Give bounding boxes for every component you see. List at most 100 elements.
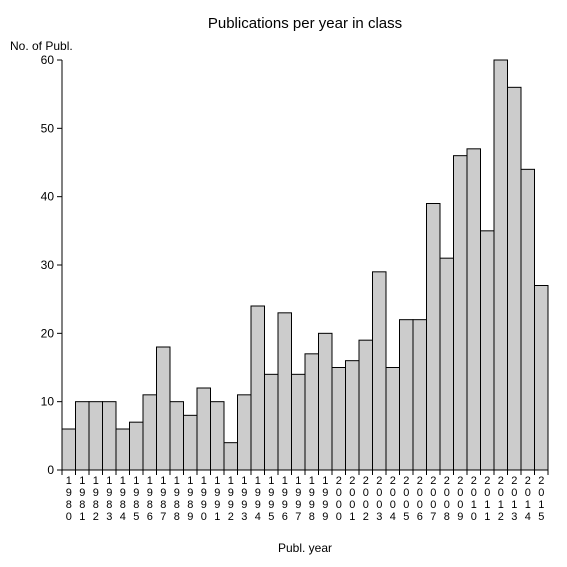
- bar: [481, 231, 495, 470]
- x-tick-label-char: 3: [511, 511, 517, 523]
- x-tick-label-char: 9: [309, 499, 315, 511]
- x-tick-label-char: 9: [187, 511, 193, 523]
- bar: [508, 87, 522, 470]
- x-tick-label-char: 8: [174, 499, 180, 511]
- x-tick-label-char: 2: [525, 475, 531, 487]
- x-tick-label-char: 1: [538, 499, 544, 511]
- y-tick-label: 20: [41, 326, 55, 340]
- bar: [76, 402, 90, 470]
- bar: [386, 368, 400, 471]
- x-tick-label-char: 6: [147, 511, 153, 523]
- bar: [170, 402, 184, 470]
- x-tick-label-char: 5: [268, 511, 274, 523]
- x-tick-label-char: 7: [160, 511, 166, 523]
- x-tick-label-char: 1: [133, 475, 139, 487]
- bar: [251, 306, 265, 470]
- bar: [373, 272, 387, 470]
- x-tick-label-char: 1: [322, 475, 328, 487]
- x-tick-label-char: 6: [417, 511, 423, 523]
- x-tick-label-char: 9: [322, 487, 328, 499]
- y-tick-label: 50: [41, 121, 55, 135]
- x-tick-label-char: 1: [255, 475, 261, 487]
- x-tick-label-char: 9: [201, 499, 207, 511]
- x-tick-label-char: 5: [133, 511, 139, 523]
- x-tick-label-char: 0: [430, 487, 436, 499]
- x-tick-label-char: 9: [214, 499, 220, 511]
- x-tick-label-char: 9: [268, 499, 274, 511]
- x-tick-label-char: 4: [390, 511, 396, 523]
- x-tick-label-char: 9: [147, 487, 153, 499]
- x-tick-label-char: 9: [174, 487, 180, 499]
- bar: [130, 422, 144, 470]
- x-tick-label-char: 9: [79, 487, 85, 499]
- x-tick-label-char: 0: [444, 499, 450, 511]
- x-tick-label-char: 1: [268, 475, 274, 487]
- x-tick-label-char: 1: [349, 511, 355, 523]
- bar: [89, 402, 103, 470]
- chart-title: Publications per year in class: [208, 15, 402, 32]
- x-tick-label-char: 0: [430, 499, 436, 511]
- x-tick-label-char: 2: [417, 475, 423, 487]
- x-tick-label-char: 7: [295, 511, 301, 523]
- x-tick-label-char: 9: [66, 487, 72, 499]
- x-tick-label-char: 9: [322, 511, 328, 523]
- x-tick-label-char: 0: [457, 499, 463, 511]
- x-tick-label-char: 0: [336, 499, 342, 511]
- bar: [535, 286, 549, 471]
- x-tick-label-char: 9: [106, 487, 112, 499]
- x-tick-label-char: 9: [255, 487, 261, 499]
- bar: [143, 395, 157, 470]
- x-tick-label-char: 2: [538, 475, 544, 487]
- x-tick-label-char: 5: [403, 511, 409, 523]
- x-tick-label-char: 9: [309, 487, 315, 499]
- x-tick-label-char: 0: [403, 487, 409, 499]
- bar: [278, 313, 292, 470]
- x-tick-label-char: 9: [93, 487, 99, 499]
- bar: [157, 347, 171, 470]
- x-tick-label-char: 1: [484, 499, 490, 511]
- x-tick-label-char: 1: [214, 511, 220, 523]
- bar: [197, 388, 211, 470]
- x-tick-label-char: 2: [363, 475, 369, 487]
- x-tick-label-char: 0: [498, 487, 504, 499]
- x-tick-label-char: 1: [228, 475, 234, 487]
- bar: [238, 395, 252, 470]
- bar: [265, 374, 279, 470]
- x-tick-label-char: 9: [228, 499, 234, 511]
- x-tick-label-char: 1: [214, 475, 220, 487]
- x-tick-label-char: 1: [471, 499, 477, 511]
- x-tick-label-char: 0: [349, 499, 355, 511]
- bar: [440, 258, 454, 470]
- chart-container: Publications per year in classNo. of Pub…: [0, 0, 567, 567]
- x-tick-label-char: 1: [79, 475, 85, 487]
- x-tick-label-char: 9: [457, 511, 463, 523]
- x-tick-label-char: 1: [120, 475, 126, 487]
- x-tick-label-char: 9: [241, 487, 247, 499]
- x-tick-label-char: 0: [201, 511, 207, 523]
- bar: [211, 402, 225, 470]
- x-tick-label-char: 6: [282, 511, 288, 523]
- x-tick-label-char: 1: [106, 475, 112, 487]
- x-tick-label-char: 0: [336, 511, 342, 523]
- x-tick-label-char: 2: [444, 475, 450, 487]
- bar: [305, 354, 319, 470]
- x-tick-label-char: 9: [120, 487, 126, 499]
- x-tick-label-char: 0: [417, 499, 423, 511]
- x-tick-label-char: 8: [79, 499, 85, 511]
- x-tick-label-char: 1: [66, 475, 72, 487]
- x-tick-label-char: 2: [93, 511, 99, 523]
- x-tick-label-char: 0: [471, 511, 477, 523]
- x-tick-label-char: 2: [349, 475, 355, 487]
- x-tick-label-char: 0: [66, 511, 72, 523]
- y-tick-label: 30: [41, 258, 55, 272]
- bar: [292, 374, 306, 470]
- bar: [346, 361, 360, 470]
- x-tick-label-char: 9: [187, 487, 193, 499]
- x-tick-label-char: 8: [133, 499, 139, 511]
- x-tick-label-char: 3: [241, 511, 247, 523]
- bar: [427, 204, 441, 471]
- x-tick-label-char: 4: [525, 511, 531, 523]
- x-tick-label-char: 0: [376, 487, 382, 499]
- x-tick-label-char: 0: [457, 487, 463, 499]
- x-tick-label-char: 9: [160, 487, 166, 499]
